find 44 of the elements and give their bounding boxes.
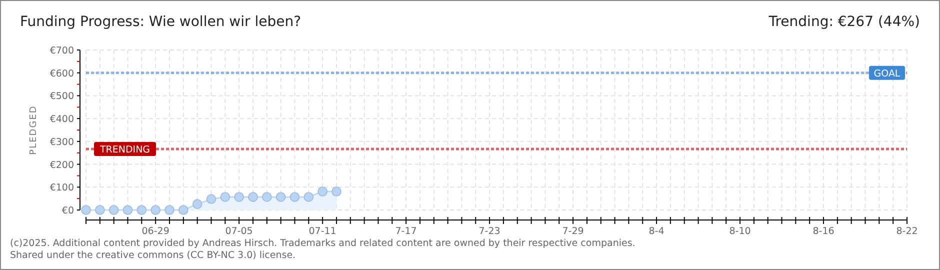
point	[108, 205, 119, 215]
y-tick-label: €400	[50, 114, 74, 126]
x-tick-label: 8-10	[729, 226, 751, 237]
point	[318, 186, 328, 196]
x-tick-label: 07-11	[308, 226, 336, 237]
y-tick-label: €500	[50, 91, 74, 102]
chart-subtitle: Trending: €267 (44%)	[768, 14, 920, 30]
x-tick-label: 8-22	[896, 226, 918, 237]
point	[248, 192, 258, 202]
y-tick-label: €600	[50, 68, 74, 80]
point	[206, 194, 216, 204]
point	[262, 192, 272, 202]
ref-line-label: TRENDING	[98, 144, 150, 156]
point	[276, 192, 286, 202]
text: Shared under the creative commons (CC BY-NC 3.0) license.	[10, 250, 296, 261]
x-tick-label: 7-17	[395, 226, 417, 237]
point	[332, 186, 342, 196]
y-tick-label: €100	[50, 182, 74, 194]
point	[164, 205, 174, 215]
chart-title: Funding Progress: Wie wollen wir leben?	[20, 14, 302, 30]
x-tick-label: 7-23	[478, 226, 500, 237]
point	[304, 192, 314, 202]
x-tick-label: 8-16	[812, 226, 834, 237]
x-tick-label: 7-29	[562, 226, 584, 237]
x-tick-label: 8-4	[648, 226, 664, 237]
point	[220, 192, 230, 202]
x-tick-label: 06-29	[142, 226, 170, 237]
y-tick-label: €0	[62, 206, 74, 216]
y-tick-label: €200	[50, 160, 74, 171]
point	[290, 192, 300, 202]
point	[150, 205, 160, 215]
y-tick-label: €700	[50, 46, 74, 56]
point	[95, 205, 105, 215]
text: (c)2025. Additional content provided by Andreas Hirsch. Trademarks and related content are owned by their respective companies.	[10, 238, 636, 249]
y-axis-title: PLEDGED	[29, 105, 39, 155]
point	[122, 205, 133, 215]
point	[192, 199, 202, 209]
point	[136, 205, 147, 215]
ref-line-label: GOAL	[874, 68, 901, 80]
point	[234, 192, 244, 202]
y-tick-label: €300	[50, 136, 74, 148]
point	[81, 205, 91, 215]
x-tick-label: 07-05	[225, 226, 253, 237]
point	[178, 205, 188, 215]
